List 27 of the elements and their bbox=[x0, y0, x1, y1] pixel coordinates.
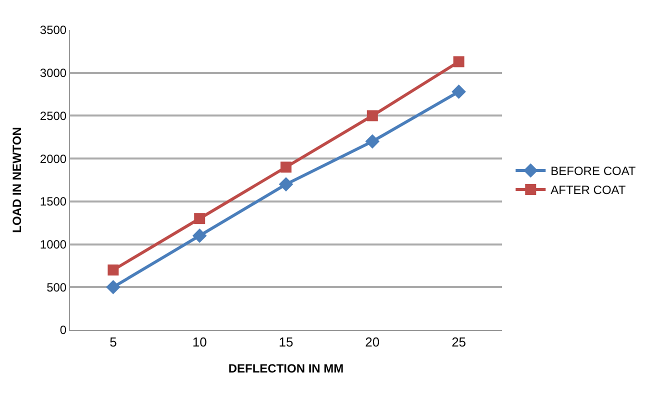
point bbox=[192, 228, 207, 243]
point bbox=[108, 264, 119, 276]
x-tick-label: 20 bbox=[365, 334, 380, 350]
point bbox=[280, 162, 292, 173]
y-axis-title: LOAD IN NEWTON bbox=[10, 127, 24, 233]
point bbox=[365, 134, 380, 149]
y-tick-label: 1500 bbox=[40, 194, 67, 209]
point bbox=[278, 177, 294, 192]
y-tick-label: 2000 bbox=[40, 152, 67, 166]
point bbox=[106, 280, 120, 294]
point bbox=[366, 110, 378, 122]
point bbox=[453, 56, 464, 68]
x-axis-title: DEFLECTION IN MM bbox=[228, 362, 344, 376]
x-tick-label: 5 bbox=[110, 334, 117, 350]
y-tick-label: 0 bbox=[60, 323, 67, 338]
y-tick-label: 3500 bbox=[40, 23, 67, 38]
y-tick-label: 500 bbox=[46, 280, 67, 294]
y-tick-label: 1000 bbox=[40, 237, 67, 252]
y-tick-label: 2500 bbox=[40, 108, 67, 123]
legend-label: AFTER COAT bbox=[550, 183, 626, 198]
point bbox=[452, 84, 466, 99]
x-tick-label: 25 bbox=[452, 334, 466, 350]
point bbox=[194, 213, 206, 224]
x-tick-label: 15 bbox=[278, 334, 294, 350]
y-tick-label: 3000 bbox=[40, 66, 67, 80]
legend-label: BEFORE COAT bbox=[550, 164, 636, 178]
x-tick-label: 10 bbox=[192, 334, 207, 350]
